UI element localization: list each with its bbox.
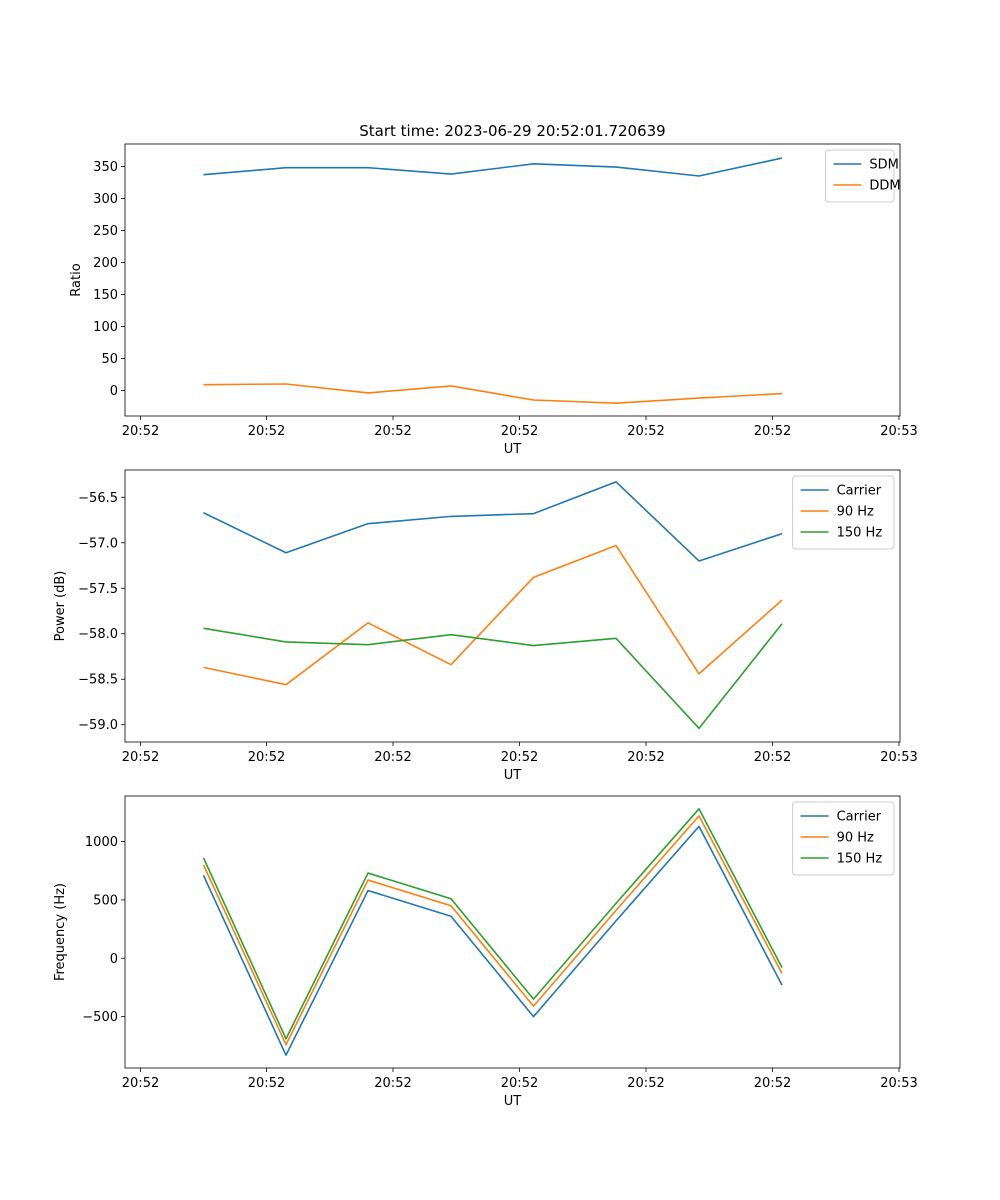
ratio-x-tick-label: 20:53	[880, 424, 917, 439]
ratio-series-sdm-line	[203, 157, 783, 177]
ratio-y-tick-label: 150	[93, 288, 118, 303]
power-x-tick-label: 20:52	[122, 750, 159, 765]
ratio-x-axis-label: UT	[504, 442, 522, 457]
power-x-tick-label: 20:52	[501, 750, 538, 765]
power-x-tick-label: 20:52	[627, 750, 664, 765]
power-series-90-hz-line	[203, 544, 783, 686]
frequency-axes-frame	[124, 795, 901, 1069]
frequency-panel: 20:52 20:52 20:52 20:52 20:52 20:52 20:53 −500 0…	[53, 795, 918, 1109]
ratio-x-tick-label: 20:52	[374, 424, 411, 439]
ratio-legend-label: DDM	[869, 179, 900, 194]
frequency-series-carrier-line	[202, 825, 783, 1056]
ratio-x-tick-label: 20:52	[501, 424, 538, 439]
frequency-legend-label: 150 Hz	[837, 852, 883, 867]
power-y-tick-label: −58.5	[78, 673, 118, 688]
power-y-tick-label: −58.0	[78, 627, 118, 642]
frequency-x-tick-label: 20:52	[122, 1076, 159, 1091]
ratio-x-tick-label: 20:52	[122, 424, 159, 439]
ratio-legend-label: SDM	[869, 158, 898, 173]
power-y-axis-label: Power (dB)	[53, 571, 68, 642]
power-x-axis-label: UT	[504, 768, 522, 783]
power-y-tick-label: −56.5	[78, 491, 118, 506]
ratio-x-tick-label: 20:52	[754, 424, 791, 439]
frequency-series-150-hz-line	[202, 808, 783, 1040]
ratio-series-ddm-line	[203, 383, 783, 405]
power-x-tick-label: 20:53	[880, 750, 917, 765]
power-legend-label: Carrier	[837, 484, 882, 499]
frequency-x-tick-label: 20:52	[754, 1076, 791, 1091]
frequency-x-tick-label: 20:52	[248, 1076, 285, 1091]
power-y-tick-label: −57.0	[78, 536, 118, 551]
power-x-tick-label: 20:52	[754, 750, 791, 765]
ratio-y-tick-label: 0	[110, 384, 118, 399]
power-y-tick-label: −59.0	[78, 718, 118, 733]
ratio-x-tick-label: 20:52	[627, 424, 664, 439]
power-panel: 20:52 20:52 20:52 20:52 20:52 20:52 20:53 −59.0…	[53, 469, 918, 783]
power-legend: Carrier 90 Hz 150 Hz	[792, 475, 895, 550]
frequency-x-tick-label: 20:52	[627, 1076, 664, 1091]
ratio-y-tick-label: 50	[101, 352, 118, 367]
ratio-panel: 20:52 20:52 20:52 20:52 20:52 20:52 20:53 0 50 10…	[69, 143, 918, 457]
ratio-y-tick-label: 350	[93, 160, 118, 175]
power-legend-label: 150 Hz	[837, 526, 883, 541]
frequency-y-tick-label: 0	[110, 952, 118, 967]
power-x-tick-label: 20:52	[248, 750, 285, 765]
power-series-150-hz-line	[203, 623, 783, 730]
power-y-tick-label: −57.5	[78, 582, 118, 597]
frequency-y-axis-label: Frequency (Hz)	[53, 883, 68, 981]
ratio-y-tick-label: 100	[93, 320, 118, 335]
power-x-tick-label: 20:52	[374, 750, 411, 765]
power-axes-frame	[124, 469, 901, 743]
ratio-axes-frame	[124, 143, 901, 417]
figure-title: Start time: 2023-06-29 20:52:01.720639	[359, 122, 665, 140]
frequency-x-tick-label: 20:52	[501, 1076, 538, 1091]
frequency-x-axis-label: UT	[504, 1094, 522, 1109]
frequency-series-90-hz-line	[202, 815, 783, 1046]
frequency-x-tick-label: 20:52	[374, 1076, 411, 1091]
frequency-legend-label: Carrier	[837, 810, 882, 825]
frequency-legend: Carrier 90 Hz 150 Hz	[792, 801, 895, 876]
ratio-legend: SDM DDM	[824, 149, 901, 203]
ratio-x-tick-label: 20:52	[248, 424, 285, 439]
power-series-carrier-line	[203, 481, 783, 562]
frequency-x-tick-label: 20:53	[880, 1076, 917, 1091]
frequency-y-tick-label: 1000	[85, 835, 118, 850]
ratio-y-axis-label: Ratio	[69, 263, 84, 296]
frequency-legend-label: 90 Hz	[837, 831, 874, 846]
frequency-y-tick-label: 500	[93, 893, 118, 908]
power-legend-label: 90 Hz	[837, 505, 874, 520]
ratio-y-tick-label: 200	[93, 256, 118, 271]
ratio-y-tick-label: 250	[93, 224, 118, 239]
ratio-y-tick-label: 300	[93, 192, 118, 207]
frequency-y-tick-label: −500	[82, 1010, 118, 1025]
